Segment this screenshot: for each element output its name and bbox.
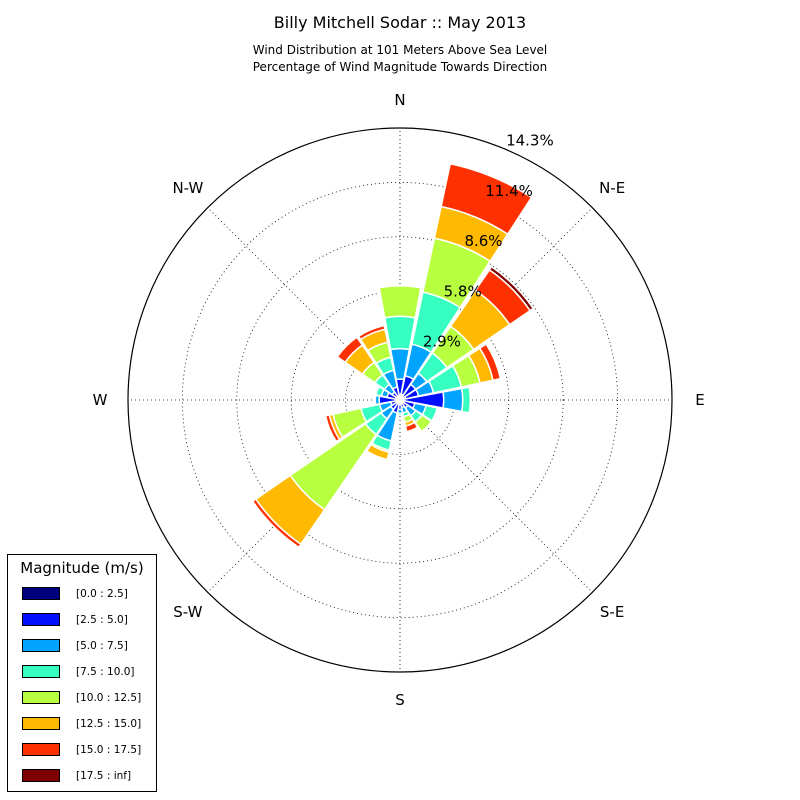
grid-ring <box>236 236 564 564</box>
direction-label: N-E <box>599 179 625 197</box>
direction-label: E <box>695 391 704 409</box>
wind-bar-segment <box>383 315 417 351</box>
legend-swatch <box>22 639 60 652</box>
wind-bar-segment <box>442 387 464 413</box>
legend-label: [12.5 : 15.0] <box>76 718 142 730</box>
grid-ring <box>181 181 619 619</box>
radial-tick-label: 11.4% <box>485 182 533 200</box>
wind-bar-segment <box>488 265 535 312</box>
polar-labels: 2.9% 5.8% 8.6% 11.4% 14.3% N N-E E S-E S S-W W N-W <box>93 91 705 709</box>
wind-bar-segment <box>251 498 302 549</box>
wind-bar-segment <box>378 285 422 319</box>
direction-label: S-E <box>600 603 624 621</box>
legend: Magnitude (m/s) [0.0 : 2.5] [2.5 : 5.0] [5… <box>7 554 157 792</box>
legend-item: [0.0 : 2.5] <box>20 587 155 603</box>
wind-bar-segment <box>336 336 364 364</box>
radial-tick-label: 14.3% <box>506 132 554 150</box>
legend-label: [5.0 : 7.5] <box>76 640 128 652</box>
legend-label: [0.0 : 2.5] <box>76 588 128 600</box>
legend-item: [2.5 : 5.0] <box>20 613 155 629</box>
direction-label: S-W <box>173 603 202 621</box>
legend-swatch <box>22 717 60 730</box>
wind-bar-segment <box>404 421 419 433</box>
legend-item: [17.5 : inf] <box>20 769 155 785</box>
legend-label: [2.5 : 5.0] <box>76 614 128 626</box>
chart-title: Billy Mitchell Sodar :: May 2013 <box>274 13 526 32</box>
legend-swatch <box>22 743 60 756</box>
radial-tick-label: 5.8% <box>444 282 482 300</box>
legend-label: [10.0 : 12.5] <box>76 692 142 704</box>
legend-swatch <box>22 665 60 678</box>
legend-item: [5.0 : 7.5] <box>20 639 155 655</box>
outer-ring <box>127 127 673 673</box>
wind-bar-segment <box>324 414 341 443</box>
chart-subtitle-line1: Wind Distribution at 101 Meters Above Se… <box>253 43 548 57</box>
wind-bar-segment <box>440 162 533 236</box>
wind-bar-segment <box>396 412 404 416</box>
legend-label: [15.0 : 17.5] <box>76 744 142 756</box>
radial-tick-label: 2.9% <box>423 333 461 351</box>
wind-bar-segment <box>414 414 433 433</box>
legend-item: [7.5 : 10.0] <box>20 665 155 681</box>
wind-bar-segment <box>374 394 381 406</box>
wind-bar-segment <box>460 386 472 414</box>
legend-item: [12.5 : 15.0] <box>20 717 155 733</box>
wind-bar-segment <box>365 443 390 461</box>
chart-subtitle-line2: Percentage of Wind Magnitude Towards Dir… <box>253 60 547 74</box>
legend-item: [10.0 : 12.5] <box>20 691 155 707</box>
direction-label: N <box>394 91 405 109</box>
wind-bar-segment <box>357 324 386 341</box>
legend-item: [15.0 : 17.5] <box>20 743 155 759</box>
grid-spoke <box>207 207 401 401</box>
legend-swatch <box>22 587 60 600</box>
legend-title: Magnitude (m/s) <box>20 559 144 577</box>
grid-spoke <box>399 399 593 593</box>
wind-bar-segment <box>478 343 502 382</box>
legend-label: [7.5 : 10.0] <box>76 666 135 678</box>
legend-swatch <box>22 613 60 626</box>
wind-bar-segment <box>421 404 439 422</box>
legend-swatch <box>22 769 60 782</box>
legend-swatch <box>22 691 60 704</box>
direction-label: N-W <box>172 179 203 197</box>
direction-label: S <box>395 691 405 709</box>
radial-tick-label: 8.6% <box>464 232 502 250</box>
direction-label: W <box>93 391 108 409</box>
legend-label: [17.5 : inf] <box>76 770 132 782</box>
wind-bars <box>251 162 535 549</box>
